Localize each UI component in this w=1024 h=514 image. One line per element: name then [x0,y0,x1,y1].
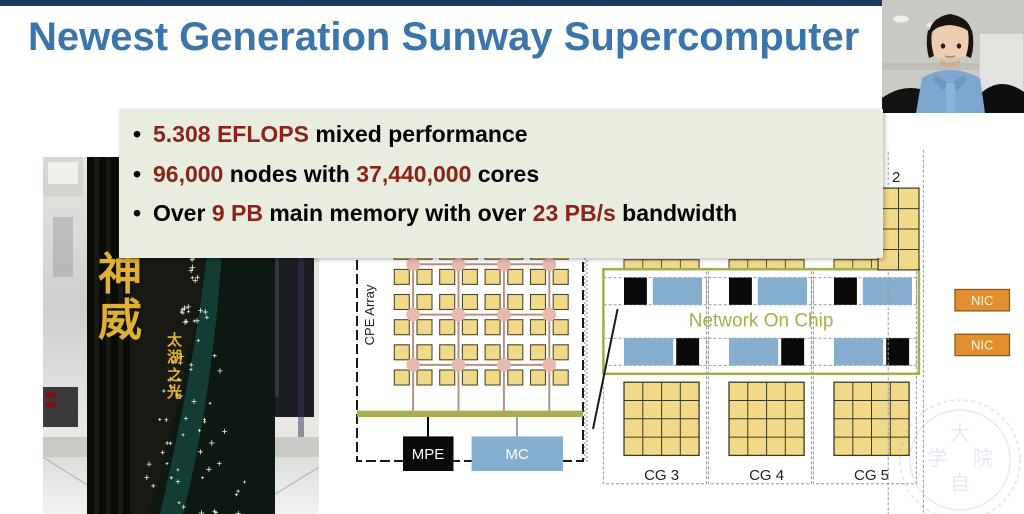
svg-text:学: 学 [927,447,947,470]
svg-text:NIC: NIC [971,338,993,353]
svg-text:MC: MC [505,446,528,463]
svg-text:大: 大 [950,422,970,445]
svg-text:CG 4: CG 4 [749,467,784,484]
svg-text:CPE Array: CPE Array [362,284,377,345]
svg-text:MPE: MPE [412,446,445,463]
svg-text:CG 3: CG 3 [644,467,679,484]
svg-text:自: 自 [950,472,970,495]
svg-text:NIC: NIC [971,293,993,308]
svg-text:院: 院 [973,447,993,470]
svg-text:CG 5: CG 5 [854,467,889,484]
svg-text:2: 2 [892,169,900,186]
